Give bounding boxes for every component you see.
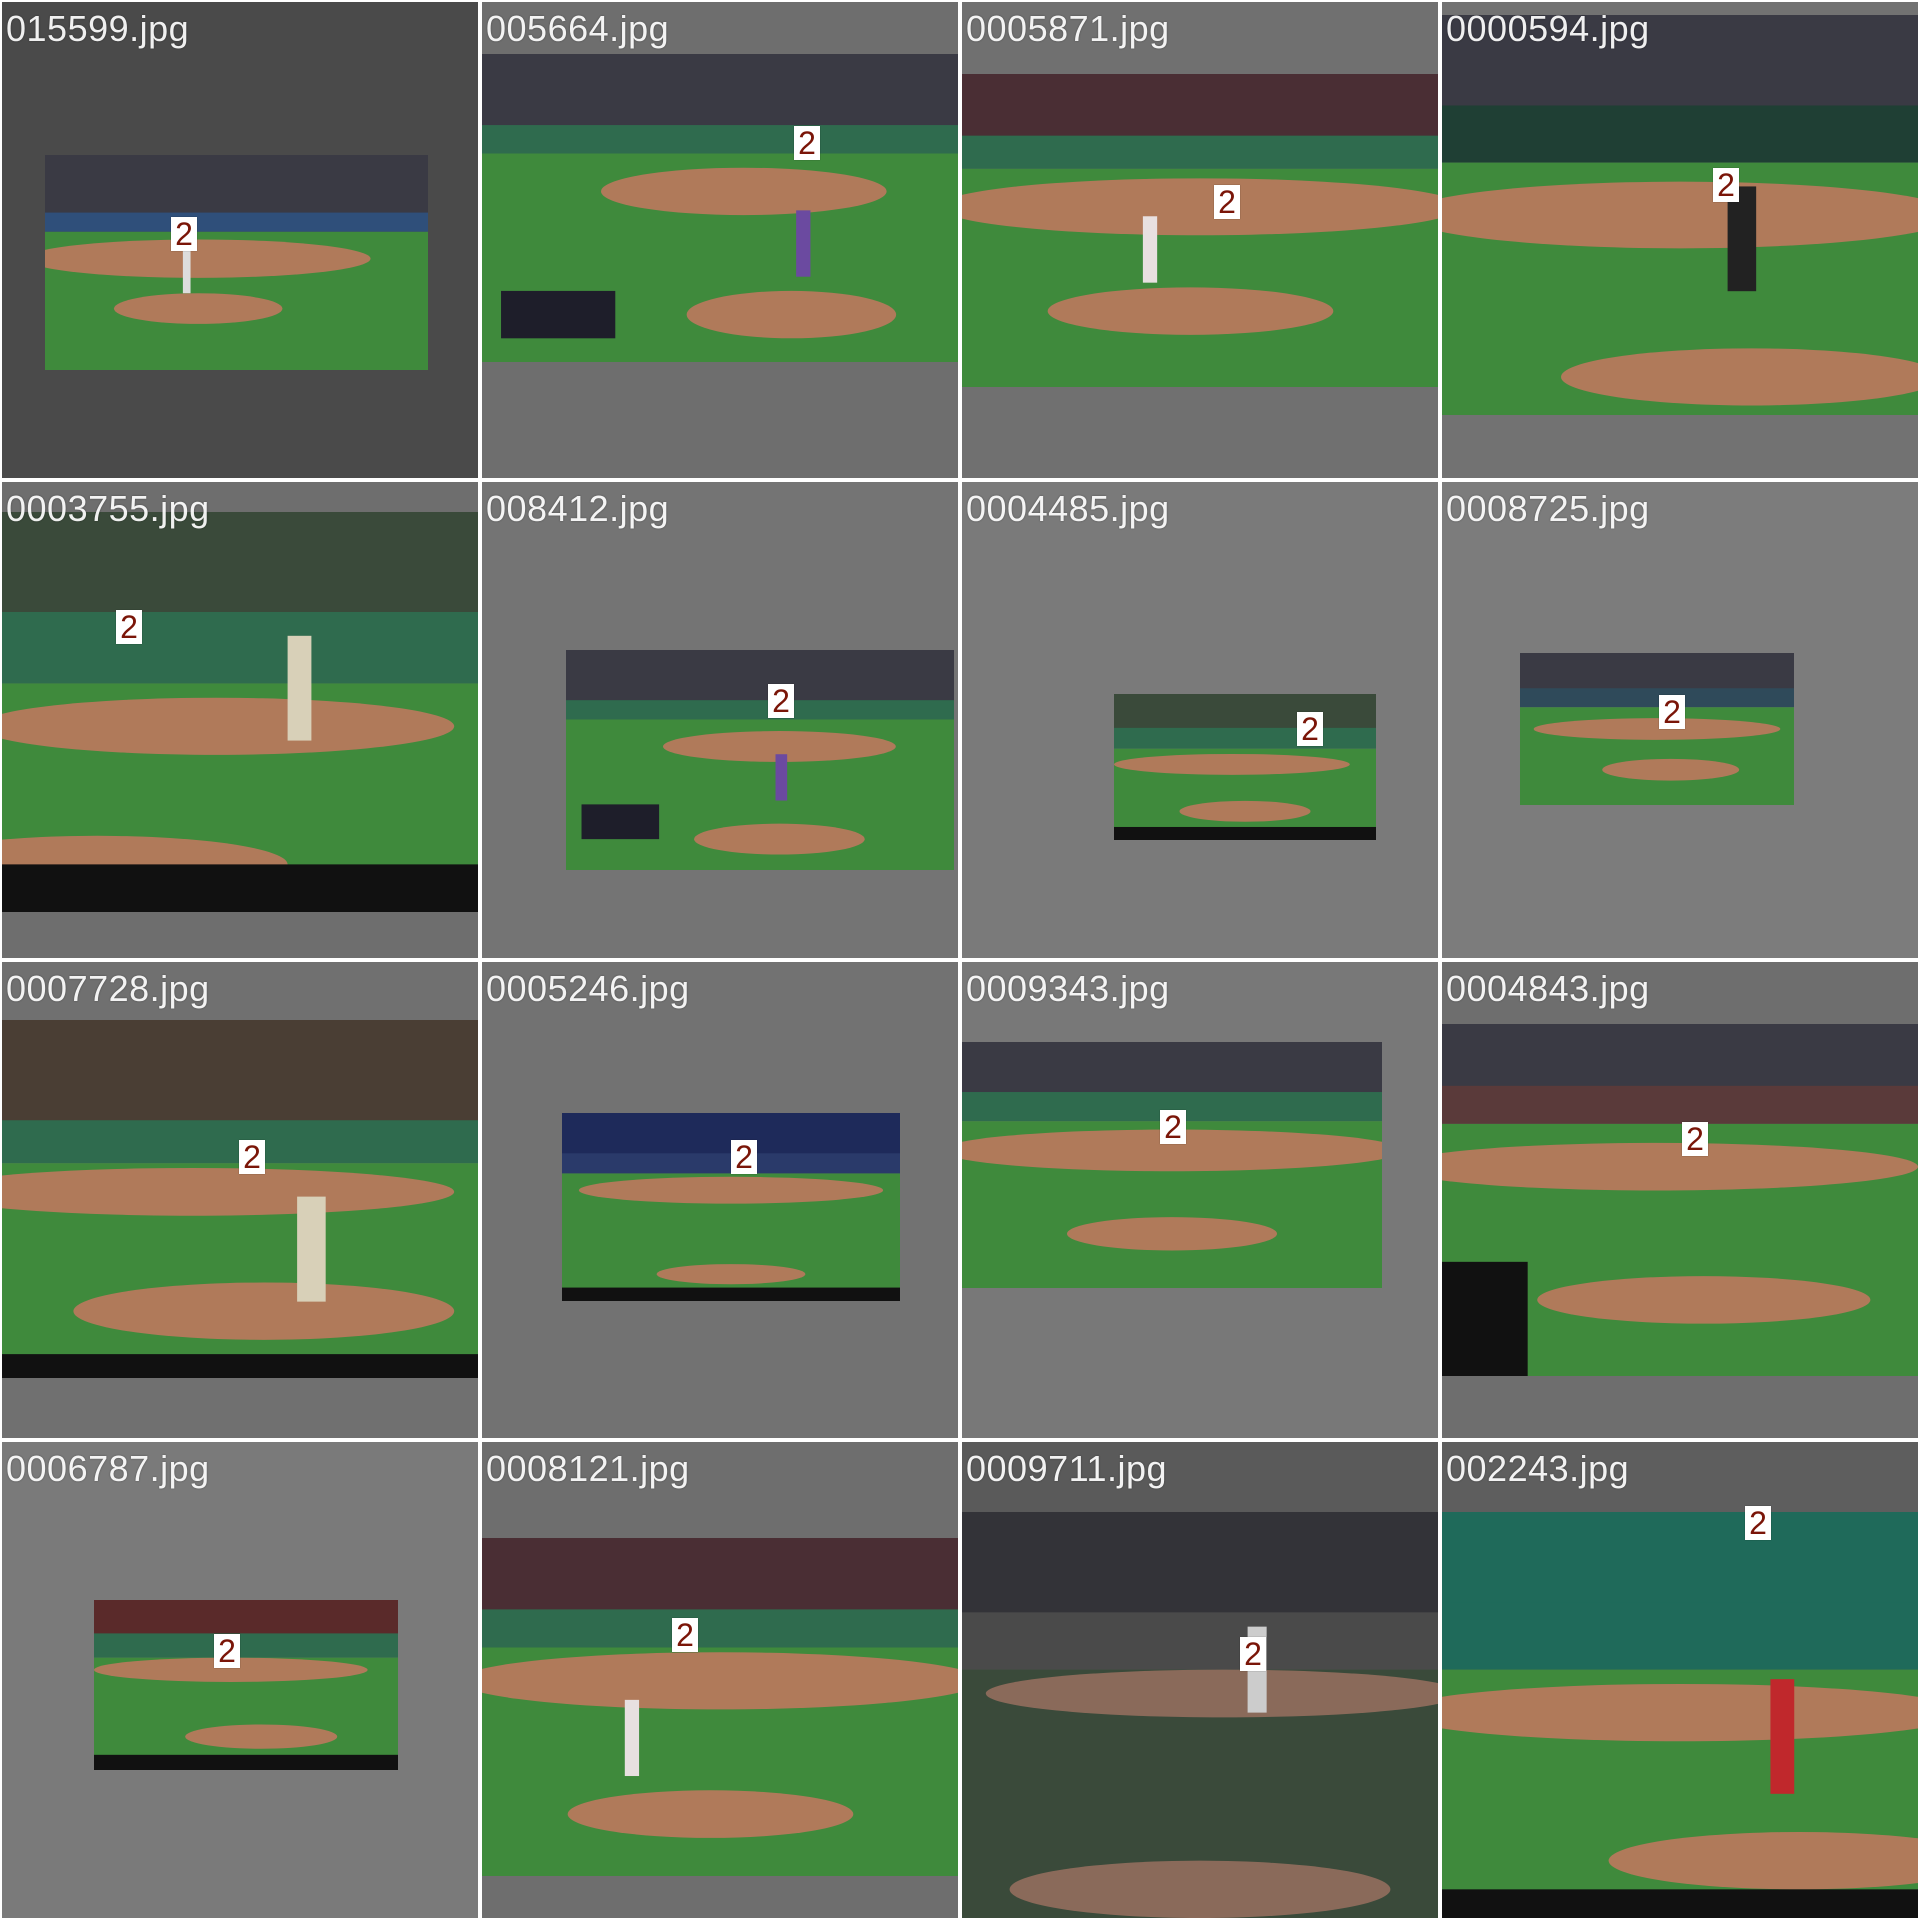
tile-filename: 0009343.jpg (966, 968, 1170, 1009)
label-badge: 2 (239, 1140, 265, 1174)
baseball-frame-thumbnail (1520, 653, 1794, 805)
baseball-frame-thumbnail (482, 1538, 958, 1876)
baseball-frame-thumbnail (2, 512, 478, 912)
tile-filename: 0005871.jpg (966, 8, 1170, 49)
baseball-frame-thumbnail (562, 1113, 900, 1301)
label-badge: 2 (768, 684, 794, 718)
baseball-frame-thumbnail (1442, 15, 1918, 415)
label-badge: 2 (1713, 168, 1739, 202)
label-badge: 2 (731, 1140, 757, 1174)
label-badge: 2 (1160, 1110, 1186, 1144)
label-badge: 2 (1214, 185, 1240, 219)
label-badge: 2 (672, 1618, 698, 1652)
baseball-frame-thumbnail (962, 1512, 1438, 1918)
tile-filename: 0007728.jpg (6, 968, 210, 1009)
grid-tile: 0004843.jpg 2 (1442, 962, 1918, 1438)
tile-filename: 008412.jpg (486, 488, 670, 529)
baseball-frame-thumbnail (482, 54, 958, 362)
tile-filename: 0005246.jpg (486, 968, 690, 1009)
grid-tile: 0008121.jpg 2 (482, 1442, 958, 1918)
baseball-frame-thumbnail (1114, 694, 1376, 840)
baseball-frame-thumbnail (1442, 1024, 1918, 1376)
label-badge: 2 (171, 217, 197, 251)
label-badge: 2 (1745, 1506, 1771, 1540)
grid-tile: 0006787.jpg 2 (2, 1442, 478, 1918)
baseball-frame-thumbnail (2, 1020, 478, 1378)
tile-filename: 005664.jpg (486, 8, 670, 49)
tile-filename: 0004485.jpg (966, 488, 1170, 529)
baseball-frame-thumbnail (962, 74, 1438, 387)
label-badge: 2 (1659, 695, 1685, 729)
label-badge: 2 (214, 1634, 240, 1668)
label-badge: 2 (1682, 1122, 1708, 1156)
baseball-frame-thumbnail (566, 650, 954, 870)
grid-tile: 0004485.jpg 2 (962, 482, 1438, 958)
tile-filename: 0008725.jpg (1446, 488, 1650, 529)
tile-filename: 0008121.jpg (486, 1448, 690, 1489)
grid-tile: 002243.jpg 2 (1442, 1442, 1918, 1918)
grid-tile: 0000594.jpg 2 (1442, 2, 1918, 478)
tile-filename: 015599.jpg (6, 8, 190, 49)
grid-tile: 008412.jpg 2 (482, 482, 958, 958)
tile-filename: 002243.jpg (1446, 1448, 1630, 1489)
tile-filename: 0004843.jpg (1446, 968, 1650, 1009)
label-badge: 2 (794, 126, 820, 160)
tile-filename: 0000594.jpg (1446, 8, 1650, 49)
label-badge: 2 (1240, 1637, 1266, 1671)
grid-tile: 0009711.jpg 2 (962, 1442, 1438, 1918)
grid-tile: 015599.jpg 2 (2, 2, 478, 478)
grid-tile: 0009343.jpg 2 (962, 962, 1438, 1438)
label-badge: 2 (1297, 712, 1323, 746)
grid-tile: 0007728.jpg 2 (2, 962, 478, 1438)
baseball-frame-thumbnail (45, 155, 428, 370)
grid-tile: 005664.jpg 2 (482, 2, 958, 478)
grid-tile: 0005871.jpg 2 (962, 2, 1438, 478)
label-badge: 2 (116, 610, 142, 644)
grid-tile: 0003755.jpg 2 (2, 482, 478, 958)
grid-tile: 0008725.jpg 2 (1442, 482, 1918, 958)
grid-tile: 0005246.jpg 2 (482, 962, 958, 1438)
baseball-frame-thumbnail (94, 1600, 398, 1770)
baseball-frame-thumbnail (962, 1042, 1382, 1288)
tile-filename: 0006787.jpg (6, 1448, 210, 1489)
baseball-frame-thumbnail (1442, 1512, 1918, 1918)
tile-filename: 0003755.jpg (6, 488, 210, 529)
tile-filename: 0009711.jpg (966, 1448, 1168, 1489)
